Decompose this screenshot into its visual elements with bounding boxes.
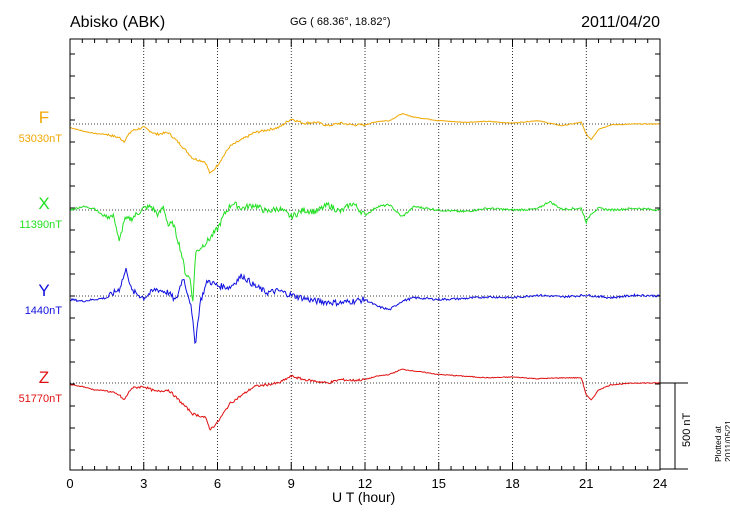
- x-tick-label: 15: [432, 476, 446, 491]
- plot-date: 2011/04/20: [581, 14, 660, 31]
- x-axis-label: U T (hour): [332, 489, 396, 505]
- traces: [69, 112, 661, 431]
- plotted-timestamp: Plotted at 2011/05/21 00:59 UT: [713, 420, 730, 462]
- trace-y: [69, 267, 661, 345]
- baseline-label-f: 53030nT: [18, 133, 62, 145]
- trace-x: [69, 201, 661, 302]
- baseline-label-z: 51770nT: [18, 393, 62, 405]
- x-tick-label: 0: [66, 476, 73, 491]
- plot-frame: [69, 38, 661, 471]
- grid-lines: [143, 39, 587, 470]
- series-label-y: Y: [38, 281, 50, 300]
- x-tick-label: 3: [140, 476, 147, 491]
- trace-f: [69, 112, 661, 174]
- axis-ticks: [69, 39, 661, 470]
- x-tick-labels: 0 3 6 9 12 15 18 21 24: [66, 476, 667, 491]
- baseline-label-y: 1440nT: [24, 305, 62, 317]
- series-label-f: F: [38, 108, 50, 127]
- scale-bar-label: 500 nT: [681, 412, 693, 447]
- x-tick-label: 21: [579, 476, 593, 491]
- series-label-x: X: [38, 194, 50, 213]
- x-tick-label: 9: [288, 476, 295, 491]
- station-coordinates: GG ( 68.36°, 18.82°): [290, 16, 391, 28]
- x-tick-label: 18: [505, 476, 519, 491]
- station-name: Abisko (ABK): [70, 14, 166, 31]
- x-tick-label: 24: [653, 476, 667, 491]
- trace-z: [70, 368, 661, 431]
- x-tick-label: 6: [214, 476, 221, 491]
- series-label-z: Z: [38, 368, 50, 387]
- scale-bar: [660, 382, 688, 470]
- x-tick-label: 12: [358, 476, 372, 491]
- baseline-label-x: 11390nT: [19, 219, 62, 231]
